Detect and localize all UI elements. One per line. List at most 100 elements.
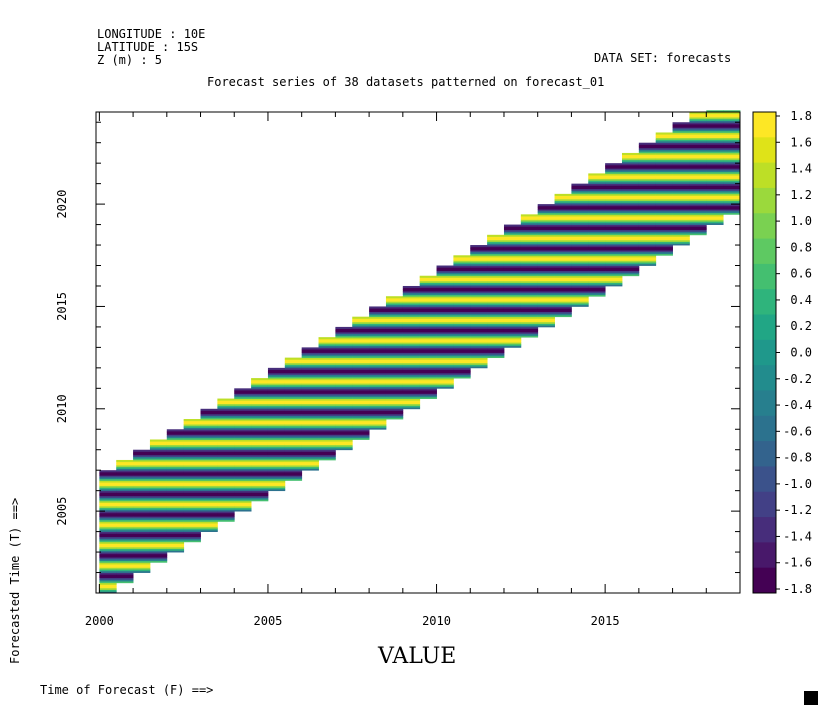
heatmap-cell (470, 277, 488, 280)
heatmap-cell (116, 546, 134, 550)
heatmap-cell (554, 221, 572, 224)
heatmap-cell (217, 458, 235, 461)
heatmap-cell (436, 267, 454, 270)
heatmap-cell (419, 282, 437, 285)
heatmap-cell (487, 245, 505, 248)
heatmap-cell (301, 371, 319, 374)
heatmap-cell (251, 478, 269, 481)
heatmap-cell (217, 473, 235, 476)
heatmap-cell (301, 465, 319, 468)
colorbar-swatch (753, 542, 776, 569)
heatmap-cell (470, 352, 488, 355)
heatmap-cell (520, 323, 539, 326)
heatmap-cell (200, 465, 218, 468)
heatmap-cell (520, 226, 539, 229)
heatmap-cell (116, 480, 134, 483)
heatmap-cell (133, 521, 151, 524)
heatmap-cell (267, 386, 286, 389)
heatmap-cell (284, 456, 303, 459)
heatmap-cell (200, 495, 218, 498)
heatmap-cell (571, 287, 589, 290)
heatmap-cell (217, 401, 235, 405)
heatmap-cell (352, 374, 370, 377)
heatmap-cell (638, 195, 657, 198)
heatmap-cell (133, 466, 151, 469)
heatmap-cell (217, 483, 235, 486)
heatmap-cell (638, 181, 657, 185)
heatmap-cell (571, 209, 589, 212)
heatmap-cell (369, 369, 387, 372)
heatmap-cell (672, 209, 690, 212)
heatmap-cell (369, 352, 387, 355)
heatmap-cell (723, 176, 741, 179)
heatmap-cell (217, 511, 235, 514)
heatmap-cell (503, 280, 522, 283)
heatmap-cell (301, 391, 319, 394)
heatmap-cell (116, 543, 134, 546)
heatmap-cell (318, 398, 336, 401)
heatmap-cell (655, 132, 673, 135)
heatmap-cell (318, 427, 336, 430)
heatmap-cell (605, 224, 623, 227)
heatmap-cell (402, 340, 421, 343)
heatmap-cell (503, 333, 522, 336)
heatmap-cell (352, 340, 370, 343)
heatmap-cell (166, 475, 185, 478)
heatmap-cell (183, 523, 201, 526)
heatmap-cell (621, 241, 640, 244)
heatmap-cell (402, 374, 421, 377)
heatmap-cell (385, 345, 404, 348)
heatmap-cell (217, 439, 235, 442)
heatmap-cell (470, 268, 488, 272)
heatmap-cell (251, 434, 269, 437)
heatmap-cell (301, 379, 319, 382)
heatmap-cell (621, 234, 640, 237)
heatmap-cell (166, 545, 185, 548)
heatmap-cell (436, 304, 454, 307)
heatmap-cells (99, 110, 741, 594)
heatmap-cell (588, 181, 606, 185)
heatmap-cell (267, 475, 286, 478)
heatmap-cell (318, 337, 336, 340)
heatmap-cell (99, 587, 117, 590)
heatmap-cell (706, 163, 724, 166)
heatmap-cell (689, 147, 707, 150)
heatmap-cell (520, 265, 539, 268)
heatmap-cell (284, 424, 303, 427)
heatmap-cell (284, 372, 303, 376)
heatmap-cell (217, 417, 235, 420)
heatmap-cell (503, 250, 522, 253)
heatmap-cell (554, 241, 572, 244)
heatmap-cell (638, 250, 657, 253)
heatmap-cell (537, 270, 555, 273)
heatmap-cell (605, 200, 623, 203)
heatmap-cell (470, 350, 488, 353)
heatmap-cell (335, 361, 353, 364)
heatmap-cell (436, 318, 454, 321)
heatmap-cell (503, 270, 522, 273)
heatmap-cell (149, 454, 168, 457)
heatmap-cell (470, 347, 488, 350)
heatmap-cell (723, 122, 741, 125)
heatmap-cell (369, 412, 387, 415)
heatmap-cell (318, 420, 336, 423)
heatmap-cell (301, 390, 319, 393)
heatmap-cell (183, 529, 201, 532)
heatmap-cell (99, 548, 117, 551)
heatmap-cell (166, 466, 185, 469)
heatmap-cell (133, 512, 151, 515)
heatmap-cell (352, 425, 370, 428)
heatmap-cell (99, 514, 117, 517)
heatmap-cell (133, 492, 151, 495)
heatmap-cell (99, 492, 117, 495)
heatmap-cell (234, 429, 252, 432)
plot-frame (95, 111, 741, 594)
heatmap-cell (267, 408, 286, 411)
heatmap-cell (217, 502, 235, 505)
heatmap-cell (503, 248, 522, 251)
heatmap-cell (149, 512, 168, 515)
heatmap-cell (251, 485, 269, 488)
heatmap-cell (436, 349, 454, 352)
heatmap-cell (655, 190, 673, 193)
heatmap-cell (183, 540, 201, 543)
